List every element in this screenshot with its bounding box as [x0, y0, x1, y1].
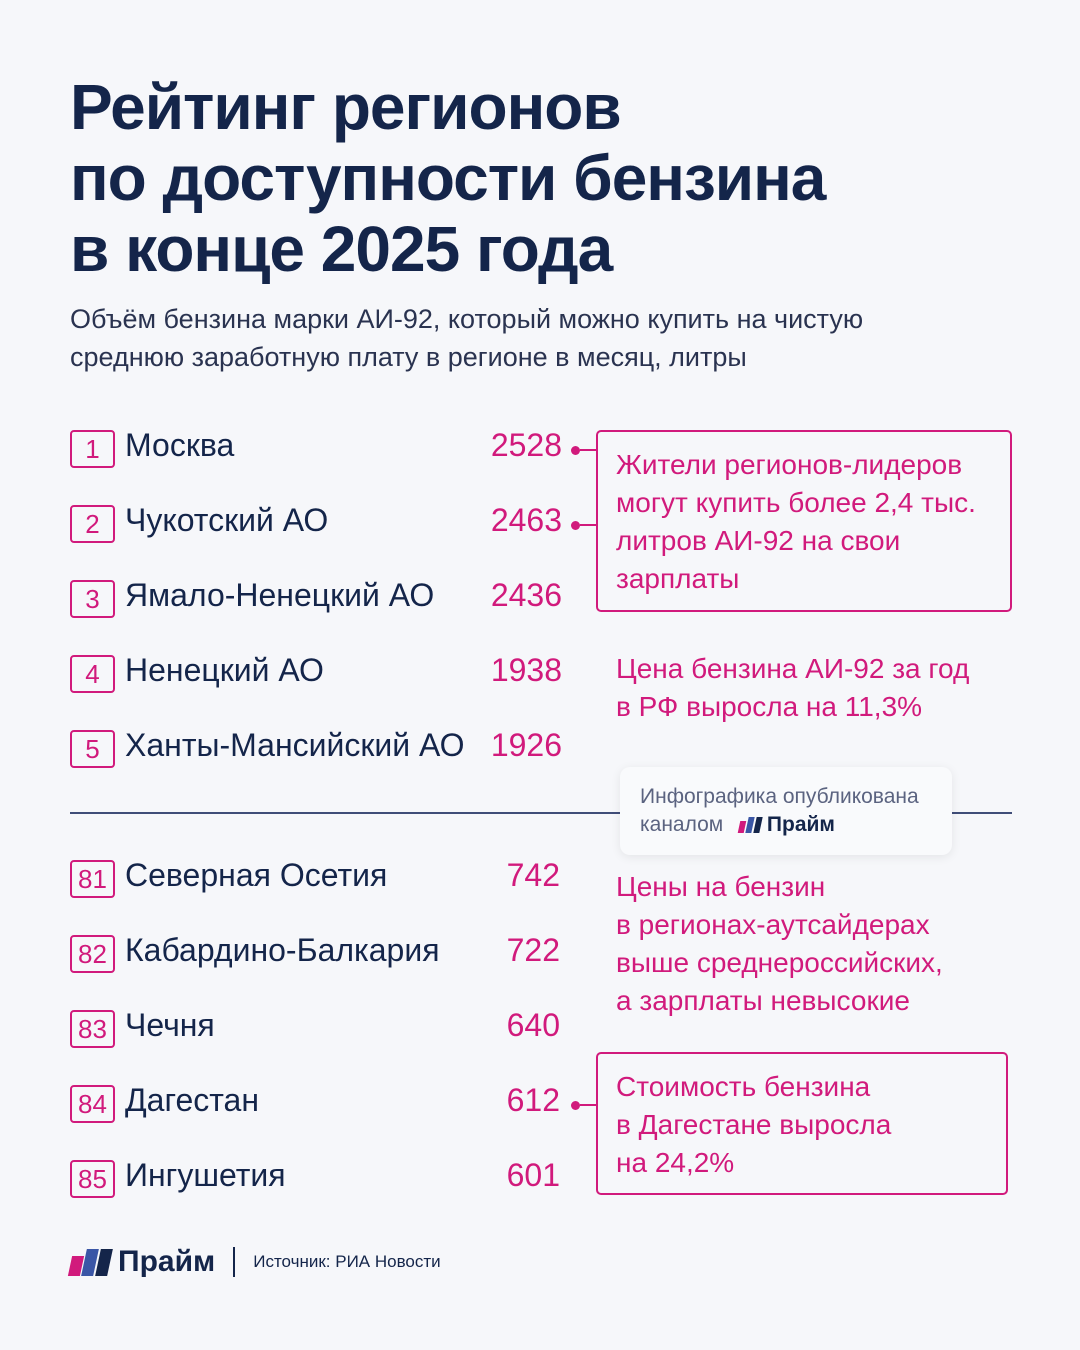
callout-dagestan: Стоимость бензина в Дагестане выросла на…: [596, 1052, 1008, 1195]
published-badge: Инфографика опубликована каналом Прайм: [620, 767, 952, 855]
rank-badge: 5: [70, 730, 115, 768]
region-value: 2463: [490, 502, 562, 538]
region-name: Северная Осетия: [125, 857, 388, 893]
region-value: 742: [506, 857, 560, 893]
region-name: Москва: [125, 427, 235, 463]
prime-logo-icon: [737, 817, 763, 834]
connector-dot: [571, 1101, 580, 1110]
table-row: 2 Чукотский АО 2463: [70, 502, 598, 545]
page-title: Рейтинг регионов по доступности бензина …: [70, 71, 826, 285]
region-value: 640: [506, 1007, 560, 1043]
rank-badge: 81: [70, 860, 115, 898]
note-outsiders: Цены на бензин в регионах-аутсайдерах вы…: [616, 871, 943, 1016]
table-row: 81 Северная Осетия 742: [70, 857, 590, 900]
published-brand: Прайм: [766, 813, 835, 836]
region-name: Ненецкий АО: [125, 652, 324, 688]
region-name: Ханты-Мансийский АО: [125, 727, 465, 763]
region-name: Ингушетия: [125, 1157, 286, 1193]
rank-badge: 2: [70, 505, 115, 543]
region-name: Чечня: [125, 1007, 215, 1043]
rank-badge: 85: [70, 1160, 115, 1198]
rank-badge: 1: [70, 430, 115, 468]
rank-badge: 3: [70, 580, 115, 618]
published-line2: каналом: [640, 813, 724, 836]
region-value: 2528: [490, 427, 562, 463]
region-name: Кабардино-Балкария: [125, 932, 440, 968]
connector-dot: [571, 521, 580, 530]
table-row: 5 Ханты-Мансийский АО 1926: [70, 727, 590, 770]
connector-line: [580, 1104, 598, 1106]
region-name: Дагестан: [125, 1082, 259, 1118]
table-row: 82 Кабардино-Балкария 722: [70, 932, 590, 975]
region-value: 1926: [490, 727, 562, 763]
published-line1: Инфографика опубликована: [640, 785, 919, 808]
table-row: 1 Москва 2528: [70, 427, 598, 470]
region-value: 1938: [490, 652, 562, 688]
connector-dot: [571, 446, 580, 455]
table-row: 84 Дагестан 612: [70, 1082, 598, 1125]
rank-badge: 4: [70, 655, 115, 693]
source-text: Источник: РИА Новости: [253, 1252, 441, 1271]
region-name: Чукотский АО: [125, 502, 329, 538]
rank-badge: 84: [70, 1085, 115, 1123]
footer-brand: Прайм: [118, 1245, 216, 1278]
table-row: 3 Ямало-Ненецкий АО 2436: [70, 577, 590, 620]
callout-leaders: Жители регионов-лидеров могут купить бол…: [596, 430, 1012, 612]
footer-separator: [233, 1247, 236, 1277]
footer: Прайм Источник: РИА Новости: [67, 1245, 441, 1279]
region-value: 612: [506, 1082, 560, 1118]
connector-line: [580, 449, 598, 451]
connector-line: [580, 524, 598, 526]
rank-badge: 82: [70, 935, 115, 973]
prime-logo-icon: [67, 1248, 113, 1276]
region-name: Ямало-Ненецкий АО: [125, 577, 435, 613]
rank-badge: 83: [70, 1010, 115, 1048]
table-row: 85 Ингушетия 601: [70, 1157, 590, 1200]
region-value: 601: [506, 1157, 560, 1193]
table-row: 4 Ненецкий АО 1938: [70, 652, 590, 695]
page-subtitle: Объём бензина марки АИ-92, который можно…: [70, 304, 864, 372]
section-divider: [70, 812, 1012, 814]
note-price-growth: Цена бензина АИ-92 за год в РФ выросла н…: [616, 653, 970, 722]
region-value: 722: [506, 932, 560, 968]
region-value: 2436: [490, 577, 562, 613]
table-row: 83 Чечня 640: [70, 1007, 590, 1050]
